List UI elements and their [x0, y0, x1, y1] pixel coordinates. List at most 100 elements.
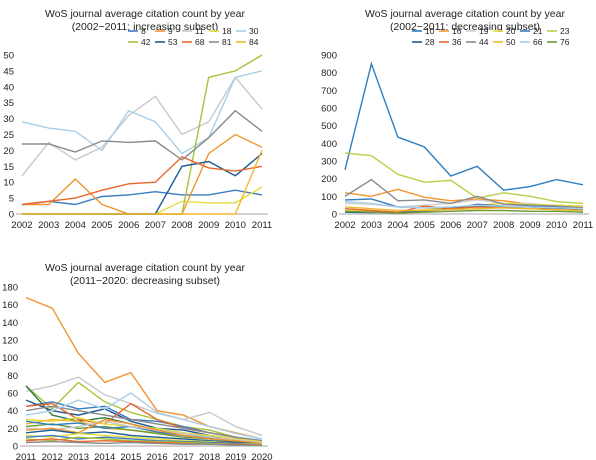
- legend-label-10: 10: [425, 26, 435, 36]
- series-line-s9: [25, 392, 263, 440]
- y-tick-label: 0: [9, 210, 14, 221]
- y-tick-label: 700: [321, 86, 337, 97]
- y-tick-label: 15: [3, 162, 14, 173]
- y-tick-label: 25: [3, 130, 14, 141]
- chart-2-subtitle: (2002−2011: decreasing subset): [390, 21, 540, 33]
- x-tick-label: 2007: [145, 220, 166, 231]
- y-tick-label: 100: [321, 192, 337, 203]
- legend-label-84: 84: [249, 37, 259, 47]
- y-tick-label: 140: [2, 318, 18, 329]
- legend-label-23: 23: [560, 26, 570, 36]
- legend-label-19: 19: [479, 26, 489, 36]
- y-tick-label: 200: [321, 174, 337, 185]
- y-tick-label: 80: [7, 371, 18, 382]
- series-line-s16: [25, 429, 263, 445]
- y-tick-label: 120: [2, 336, 18, 347]
- y-tick-label: 600: [321, 104, 337, 115]
- chart-3-title: WoS journal average citation count by ye…: [45, 262, 246, 274]
- y-tick-label: 400: [321, 139, 337, 150]
- y-tick-label: 50: [3, 51, 14, 62]
- x-tick-label: 2007: [467, 220, 488, 231]
- series-line-10: [344, 61, 584, 191]
- legend-label-53: 53: [168, 37, 178, 47]
- series-line-8: [21, 189, 263, 206]
- legend-label-8: 8: [141, 26, 146, 36]
- y-tick-label: 20: [7, 424, 18, 435]
- series-line-s18: [25, 434, 263, 446]
- x-tick-label: 2009: [198, 220, 219, 231]
- series-line-s15: [25, 418, 263, 445]
- x-tick-label: 2012: [42, 452, 63, 460]
- y-tick-label: 0: [332, 210, 337, 221]
- x-tick-label: 2018: [199, 452, 220, 460]
- series-line-44: [344, 178, 584, 209]
- series-line-68: [21, 155, 263, 206]
- x-tick-label: 2019: [225, 452, 246, 460]
- y-tick-label: 35: [3, 98, 14, 109]
- series-line-76: [344, 209, 584, 214]
- y-tick-label: 20: [3, 146, 14, 157]
- y-tick-label: 180: [2, 283, 18, 294]
- x-tick-label: 2009: [520, 220, 541, 231]
- x-tick-label: 2004: [65, 220, 86, 231]
- x-tick-label: 2003: [38, 220, 59, 231]
- x-tick-label: 2002: [11, 220, 32, 231]
- legend-label-20: 20: [506, 26, 516, 36]
- y-tick-label: 30: [3, 114, 14, 125]
- x-tick-label: 2004: [387, 220, 408, 231]
- x-tick-label: 2010: [225, 220, 246, 231]
- series-line-s8: [25, 405, 263, 443]
- series-line-66: [344, 200, 584, 210]
- x-tick-label: 2017: [173, 452, 194, 460]
- series-line-11: [21, 76, 263, 177]
- series-line-50: [344, 206, 584, 212]
- y-tick-label: 0: [13, 442, 18, 453]
- series-line-81: [22, 109, 263, 161]
- legend-label-42: 42: [141, 37, 151, 47]
- x-tick-label: 2006: [440, 220, 461, 231]
- x-tick-label: 2003: [361, 220, 382, 231]
- legend-label-50: 50: [506, 37, 516, 47]
- series-line-s14: [25, 420, 263, 444]
- x-tick-label: 2015: [120, 452, 141, 460]
- x-tick-label: 2010: [546, 220, 567, 231]
- y-tick-label: 10: [3, 178, 14, 189]
- legend-label-11: 11: [195, 26, 204, 36]
- chart-1-title: WoS journal average citation count by ye…: [45, 8, 246, 20]
- series-line-s3: [25, 381, 263, 443]
- series-line-84: [22, 150, 263, 215]
- x-tick-label: 2002: [334, 220, 355, 231]
- chart-1-subtitle: (2002−2011: increasing subset): [72, 21, 219, 33]
- legend-label-16: 16: [452, 26, 462, 36]
- x-tick-label: 2011: [16, 452, 36, 460]
- legend-label-18: 18: [222, 26, 232, 36]
- series-line-s21: [25, 440, 262, 446]
- y-tick-label: 300: [321, 157, 337, 168]
- legend-label-66: 66: [533, 37, 543, 47]
- x-tick-label: 2006: [118, 220, 139, 231]
- x-tick-label: 2020: [251, 452, 272, 460]
- x-tick-label: 2013: [68, 452, 89, 460]
- legend-label-28: 28: [425, 37, 435, 47]
- series-line-53: [22, 153, 263, 215]
- series-line-30: [21, 70, 263, 155]
- legend-label-36: 36: [452, 37, 462, 47]
- y-tick-label: 500: [321, 121, 337, 132]
- x-tick-label: 2014: [94, 452, 115, 460]
- series-line-23: [344, 152, 584, 205]
- y-tick-label: 100: [2, 353, 18, 364]
- y-tick-label: 800: [321, 68, 337, 79]
- y-tick-label: 45: [3, 66, 14, 77]
- y-tick-label: 160: [2, 300, 18, 311]
- x-tick-label: 2011: [252, 220, 272, 231]
- y-tick-label: 60: [7, 389, 18, 400]
- chart-2-title: WoS journal average citation count by ye…: [365, 8, 566, 20]
- x-tick-label: 2005: [91, 220, 112, 231]
- legend-label-44: 44: [479, 37, 489, 47]
- legend-label-30: 30: [249, 26, 259, 36]
- y-tick-label: 40: [7, 406, 18, 417]
- x-tick-label: 2016: [147, 452, 168, 460]
- legend-label-68: 68: [195, 37, 205, 47]
- legend-label-9: 9: [168, 26, 173, 36]
